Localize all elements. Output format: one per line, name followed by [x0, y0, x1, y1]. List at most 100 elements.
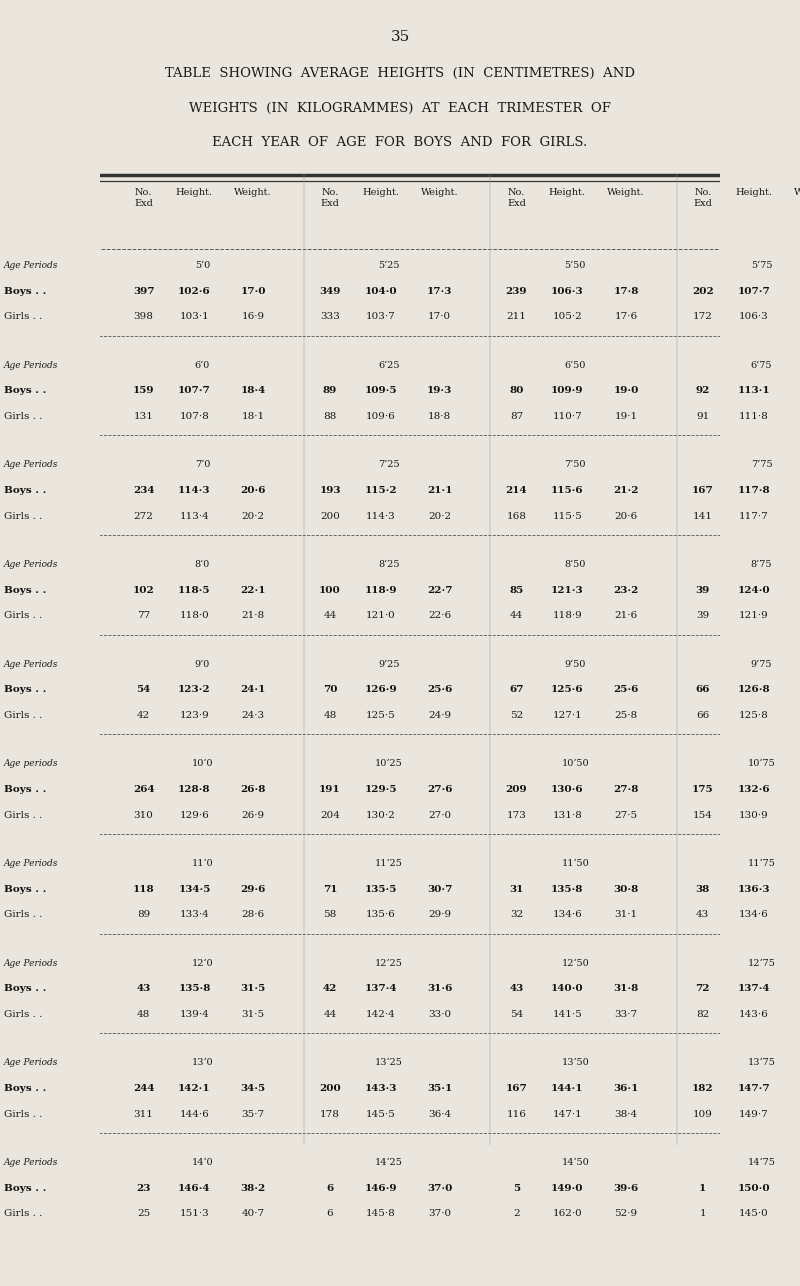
Text: 10‘75: 10‘75: [748, 760, 775, 768]
Text: EACH  YEAR  OF  AGE  FOR  BOYS  AND  FOR  GIRLS.: EACH YEAR OF AGE FOR BOYS AND FOR GIRLS.: [212, 136, 588, 149]
Text: 9‘0: 9‘0: [194, 660, 210, 669]
Text: 52: 52: [510, 711, 523, 720]
Text: 264: 264: [133, 784, 154, 793]
Text: 154: 154: [693, 811, 713, 819]
Text: 107·7: 107·7: [178, 387, 210, 395]
Text: 39: 39: [696, 612, 710, 620]
Text: Height.: Height.: [735, 188, 772, 197]
Text: Height.: Height.: [362, 188, 399, 197]
Text: 2: 2: [513, 1210, 520, 1218]
Text: 8‘25: 8‘25: [378, 561, 399, 568]
Text: Girls . .: Girls . .: [4, 1110, 42, 1119]
Text: 103·1: 103·1: [179, 312, 210, 322]
Text: 89: 89: [323, 387, 337, 395]
Text: 311: 311: [134, 1110, 154, 1119]
Text: Girls . .: Girls . .: [4, 312, 42, 322]
Text: No.
Exd: No. Exd: [321, 188, 339, 208]
Text: 147·1: 147·1: [552, 1110, 582, 1119]
Text: 31·6: 31·6: [427, 985, 452, 993]
Text: 272: 272: [134, 512, 154, 521]
Text: 209: 209: [506, 784, 527, 793]
Text: 27·6: 27·6: [427, 784, 452, 793]
Text: 127·1: 127·1: [552, 711, 582, 720]
Text: 137·4: 137·4: [738, 985, 770, 993]
Text: Girls . .: Girls . .: [4, 512, 42, 521]
Text: 144·1: 144·1: [551, 1084, 583, 1093]
Text: 149·0: 149·0: [551, 1184, 583, 1192]
Text: Height.: Height.: [176, 188, 213, 197]
Text: 17·8: 17·8: [614, 287, 638, 296]
Text: Boys . .: Boys . .: [4, 287, 46, 296]
Text: 125·6: 125·6: [551, 685, 583, 694]
Text: 13‘50: 13‘50: [562, 1058, 589, 1067]
Text: 135·8: 135·8: [178, 985, 210, 993]
Text: Girls . .: Girls . .: [4, 910, 42, 919]
Text: 142·4: 142·4: [366, 1011, 396, 1019]
Text: 85: 85: [510, 586, 523, 594]
Text: Age Periods: Age Periods: [4, 859, 58, 868]
Text: 109·5: 109·5: [365, 387, 397, 395]
Text: 35·7: 35·7: [242, 1110, 265, 1119]
Text: 115·5: 115·5: [552, 512, 582, 521]
Text: TABLE  SHOWING  AVERAGE  HEIGHTS  (IN  CENTIMETRES)  AND: TABLE SHOWING AVERAGE HEIGHTS (IN CENTIM…: [165, 67, 635, 80]
Text: 9‘75: 9‘75: [751, 660, 772, 669]
Text: 1: 1: [699, 1210, 706, 1218]
Text: No.
Exd: No. Exd: [134, 188, 153, 208]
Text: 6‘25: 6‘25: [378, 361, 399, 369]
Text: 21·1: 21·1: [427, 486, 452, 495]
Text: 173: 173: [506, 811, 526, 819]
Text: 58: 58: [323, 910, 337, 919]
Text: Weight.: Weight.: [421, 188, 458, 197]
Text: 29·9: 29·9: [428, 910, 451, 919]
Text: 18·8: 18·8: [428, 413, 451, 421]
Text: 239: 239: [506, 287, 527, 296]
Text: 28·6: 28·6: [242, 910, 265, 919]
Text: 5‘0: 5‘0: [194, 261, 210, 270]
Text: 20·6: 20·6: [241, 486, 266, 495]
Text: 17·6: 17·6: [614, 312, 638, 322]
Text: Age periods: Age periods: [4, 760, 58, 768]
Text: 10‘50: 10‘50: [562, 760, 589, 768]
Text: 124·0: 124·0: [738, 586, 770, 594]
Text: 34·5: 34·5: [241, 1084, 266, 1093]
Text: 162·0: 162·0: [552, 1210, 582, 1218]
Text: 109·6: 109·6: [366, 413, 396, 421]
Text: 11‘0: 11‘0: [191, 859, 214, 868]
Text: Age Periods: Age Periods: [4, 361, 58, 369]
Text: 12‘75: 12‘75: [748, 959, 775, 967]
Text: 109·9: 109·9: [551, 387, 583, 395]
Text: Girls . .: Girls . .: [4, 413, 42, 421]
Text: 142·1: 142·1: [178, 1084, 210, 1093]
Text: 31·1: 31·1: [614, 910, 638, 919]
Text: 12‘25: 12‘25: [375, 959, 402, 967]
Text: 30·7: 30·7: [427, 885, 452, 894]
Text: Girls . .: Girls . .: [4, 1210, 42, 1218]
Text: 48: 48: [323, 711, 337, 720]
Text: Age Periods: Age Periods: [4, 460, 58, 469]
Text: Boys . .: Boys . .: [4, 1084, 46, 1093]
Text: 17·0: 17·0: [428, 312, 451, 322]
Text: 103·7: 103·7: [366, 312, 396, 322]
Text: Boys . .: Boys . .: [4, 1184, 46, 1192]
Text: 100: 100: [319, 586, 341, 594]
Text: 12‘50: 12‘50: [562, 959, 589, 967]
Text: 22·6: 22·6: [428, 612, 451, 620]
Text: 115·6: 115·6: [551, 486, 583, 495]
Text: 200: 200: [320, 512, 340, 521]
Text: 43: 43: [510, 985, 523, 993]
Text: 106·3: 106·3: [551, 287, 583, 296]
Text: 37·0: 37·0: [427, 1184, 452, 1192]
Text: 129·6: 129·6: [179, 811, 210, 819]
Text: 13‘25: 13‘25: [375, 1058, 402, 1067]
Text: 349: 349: [319, 287, 341, 296]
Text: 182: 182: [692, 1084, 714, 1093]
Text: Age Periods: Age Periods: [4, 1058, 58, 1067]
Text: 31·5: 31·5: [242, 1011, 265, 1019]
Text: 18·4: 18·4: [241, 387, 266, 395]
Text: 11‘75: 11‘75: [748, 859, 775, 868]
Text: 19·1: 19·1: [614, 413, 638, 421]
Text: 54: 54: [137, 685, 150, 694]
Text: 30·8: 30·8: [614, 885, 638, 894]
Text: 117·8: 117·8: [738, 486, 770, 495]
Text: WEIGHTS  (IN  KILOGRAMMES)  AT  EACH  TRIMESTER  OF: WEIGHTS (IN KILOGRAMMES) AT EACH TRIMEST…: [189, 102, 611, 114]
